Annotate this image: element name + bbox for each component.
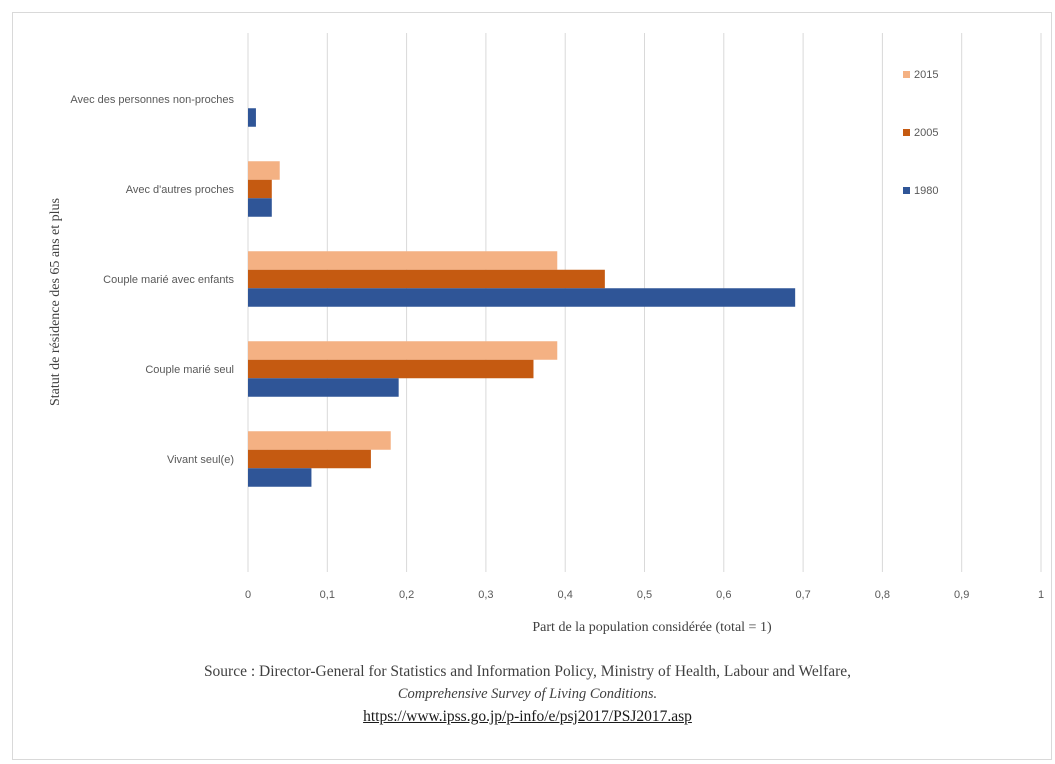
bar-2005 [248, 269, 605, 289]
bar-chart: Avec des personnes non-proches Avec d'aut… [48, 33, 1044, 635]
legend-swatch [903, 129, 910, 136]
x-tick-label: 0,5 [637, 589, 652, 601]
chart-frame [12, 12, 1052, 760]
x-tick-label: 0,3 [478, 589, 493, 601]
legend-label: 2005 [914, 127, 938, 139]
x-tick-label: 0 [245, 589, 251, 601]
legend-swatch [903, 71, 910, 78]
bar-2015 [248, 251, 558, 270]
legend-swatch [903, 187, 910, 194]
x-tick-label: 0,8 [875, 589, 890, 601]
bar-2005 [248, 449, 371, 469]
y-axis-tick-labels: Avec des personnes non-proches Avec d'aut… [70, 94, 234, 466]
y-tick-label: Avec des personnes non-proches [70, 94, 234, 106]
bar-2015 [248, 341, 558, 360]
bar-1980 [248, 468, 312, 487]
bar-1980 [248, 108, 256, 127]
legend-label: 1980 [914, 185, 938, 197]
x-tick-label: 0,9 [954, 589, 969, 601]
bar-2015 [248, 431, 391, 450]
x-tick-label: 0,1 [320, 589, 335, 601]
x-axis-tick-labels: 0 0,1 0,2 0,3 0,4 0,5 0,6 0,7 0,8 0,9 1 [245, 589, 1044, 601]
bar-1980 [248, 378, 399, 397]
x-axis-title: Part de la population considérée (total … [532, 620, 772, 635]
y-tick-label: Avec d'autres proches [126, 184, 235, 196]
y-tick-label: Couple marié avec enfants [103, 274, 234, 286]
legend-label: 2015 [914, 69, 938, 81]
bar-2005 [248, 179, 272, 199]
source-line: Source : Director-General for Statistics… [203, 663, 852, 680]
bar-2005 [248, 359, 534, 379]
bars [248, 108, 796, 487]
legend: 2015 2005 1980 [903, 69, 938, 197]
bar-1980 [248, 198, 272, 217]
bar-2015 [248, 161, 280, 180]
source-link[interactable]: https://www.ipss.go.jp/p-info/e/psj2017/… [363, 708, 692, 725]
y-tick-label: Vivant seul(e) [167, 454, 234, 466]
bar-1980 [248, 288, 796, 307]
survey-title: Comprehensive Survey of Living Condition… [397, 686, 658, 702]
x-tick-label: 0,6 [716, 589, 731, 601]
y-axis-title: Statut de résidence des 65 ans et plus [48, 198, 63, 406]
y-tick-label: Couple marié seul [145, 364, 234, 376]
x-tick-label: 0,2 [399, 589, 414, 601]
x-tick-label: 0,7 [795, 589, 810, 601]
x-tick-label: 1 [1038, 589, 1044, 601]
x-tick-label: 0,4 [558, 589, 573, 601]
